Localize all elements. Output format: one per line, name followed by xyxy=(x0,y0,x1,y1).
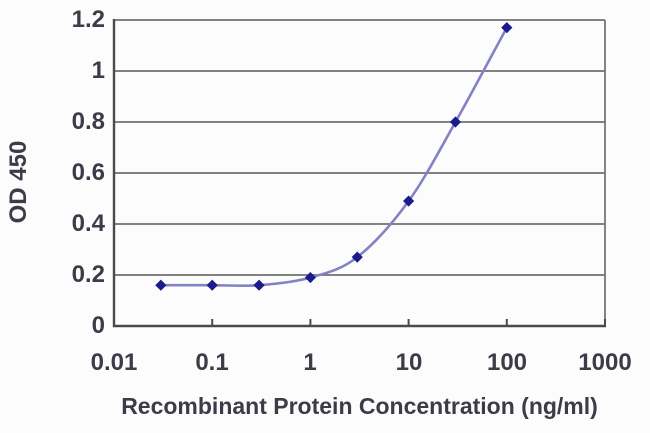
series-line xyxy=(159,26,509,288)
y-tick-label-0.4: 0.4 xyxy=(71,210,105,237)
x-tick-label-100: 100 xyxy=(486,349,528,376)
x-tick-label-1000: 1000 xyxy=(578,349,632,376)
data-point-marker-10 xyxy=(403,195,415,207)
x-axis-title: Recombinant Protein Concentration (ng/ml… xyxy=(121,393,598,419)
data-point-marker-1 xyxy=(304,271,316,284)
data-point-marker-0.03 xyxy=(155,279,167,291)
data-point-marker-0.3 xyxy=(253,279,265,291)
x-tick-label-0.1: 0.1 xyxy=(195,349,229,376)
data-point-marker-0.1 xyxy=(206,279,218,291)
data-point-marker-3 xyxy=(351,251,363,263)
y-axis-title: OD 450 xyxy=(5,140,32,224)
data-point-marker-30 xyxy=(449,116,462,128)
y-tick-label-0.2: 0.2 xyxy=(71,261,105,288)
x-tick-label-10: 10 xyxy=(395,349,423,376)
x-tick-label-1: 1 xyxy=(303,349,317,376)
y-tick-label-1: 1 xyxy=(91,57,105,84)
y-tick-label-0.8: 0.8 xyxy=(71,108,105,135)
data-point-marker-100 xyxy=(501,22,513,34)
y-tick-label-0: 0 xyxy=(91,312,105,339)
x-tick-label-0.01: 0.01 xyxy=(90,349,138,376)
y-tick-label-0.6: 0.6 xyxy=(71,159,105,186)
y-tick-label-1.2: 1.2 xyxy=(71,6,105,33)
